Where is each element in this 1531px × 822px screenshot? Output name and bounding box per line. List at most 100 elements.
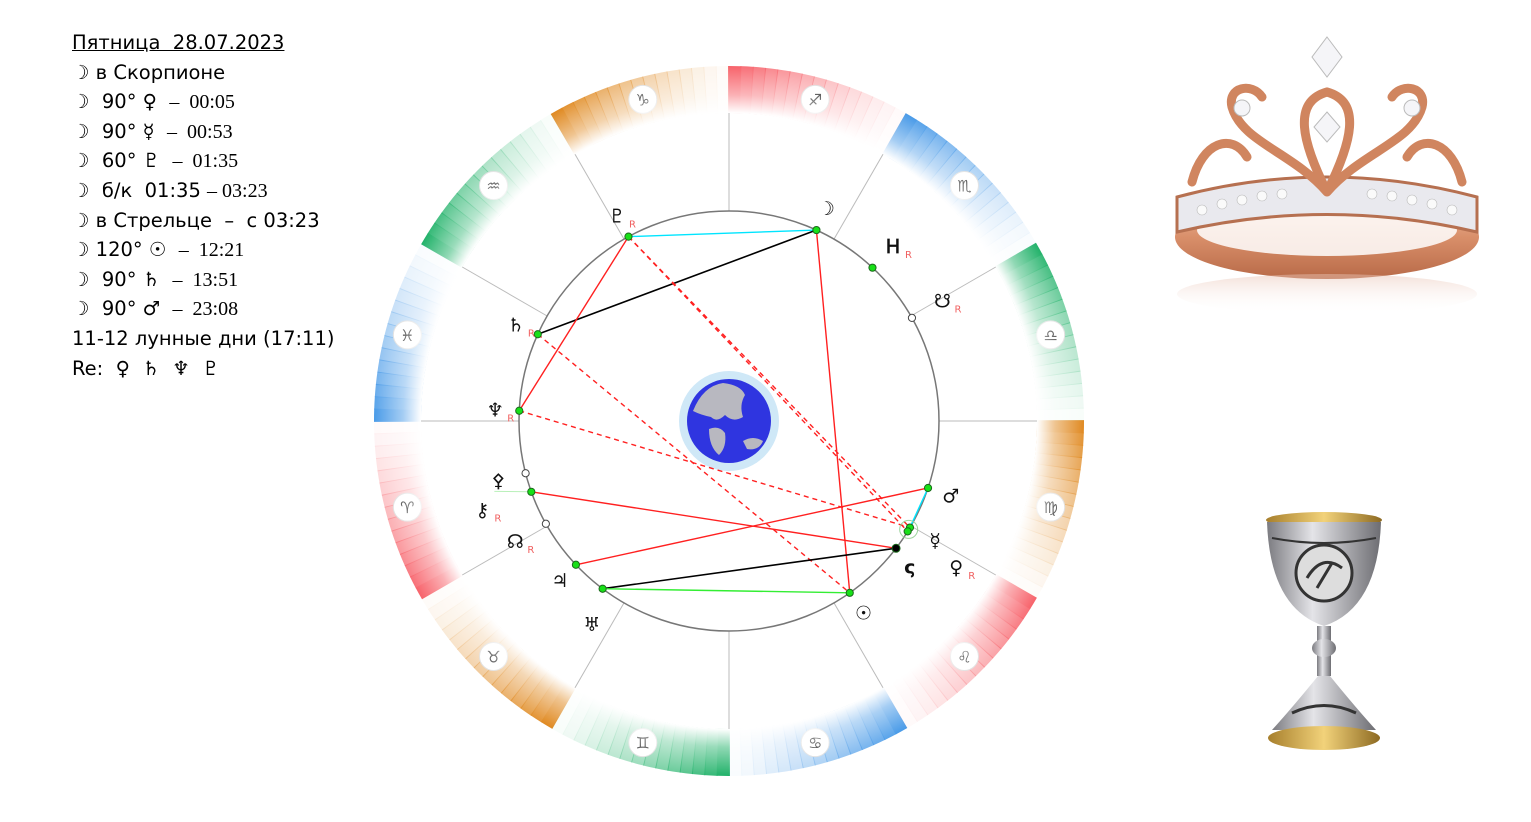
neptune-icon: ♆ bbox=[487, 400, 504, 422]
house-cusp-line bbox=[910, 525, 996, 576]
aspect-line-chiron-black-point bbox=[531, 491, 897, 549]
event-time: – 23:08 bbox=[172, 298, 239, 321]
house-cusp-line bbox=[574, 602, 625, 688]
aspect-line-pluto-mercury bbox=[627, 236, 911, 529]
mars-icon: ♂ bbox=[942, 486, 959, 508]
planet-dot bbox=[923, 483, 933, 493]
retrograde-mark: R bbox=[507, 414, 514, 425]
planet-south-node: ☋ R bbox=[907, 291, 961, 323]
moon-icon: ☽ bbox=[72, 90, 90, 114]
house-cusp-line bbox=[574, 154, 625, 240]
earth-land bbox=[693, 383, 763, 455]
planet-venus: ♀ R bbox=[903, 527, 975, 582]
aspect-line-uranus-sun bbox=[602, 588, 850, 594]
event-time: – 12:21 bbox=[178, 239, 245, 262]
event-time: – 00:05 bbox=[169, 91, 235, 114]
planet-dot bbox=[598, 584, 607, 593]
event-text: 90° ☿ bbox=[89, 119, 168, 143]
proserpina-icon: ⚴ bbox=[492, 470, 506, 492]
event-text: 60° ♇ bbox=[89, 149, 173, 173]
planet-dot bbox=[845, 588, 854, 597]
retrograde-mark: R bbox=[905, 250, 912, 261]
date-header: Пятница 28.07.2023 bbox=[72, 31, 285, 54]
moon-event-line: ☽ б/к 01:35 – 03:23 bbox=[72, 176, 334, 206]
planet-dot bbox=[812, 225, 821, 235]
aspect-line-moon-sun bbox=[815, 229, 851, 593]
house-cusp-line bbox=[833, 602, 884, 688]
moon-event-line: ☽ 120° ☉ – 12:21 bbox=[72, 235, 334, 265]
moon-icon: ☽ bbox=[72, 208, 90, 232]
moon-icon: ☽ bbox=[72, 297, 90, 321]
moon-icon: ☽ bbox=[72, 178, 90, 202]
moon-events-list: ☽ в Скорпионе ☽ 90° ♀ – 00:05 ☽ 90° ☿ – 00… bbox=[72, 58, 334, 324]
moon-icon: ☽ bbox=[72, 149, 90, 173]
planet-pluto: ♇ R bbox=[608, 206, 636, 241]
event-time: – 00:53 bbox=[167, 120, 233, 143]
pluto-icon: ♇ bbox=[608, 206, 625, 228]
lunar-days: 11-12 лунные дни (17:11) bbox=[72, 326, 335, 350]
moon-event-line: ☽ 90° ♂ – 23:08 bbox=[72, 294, 334, 324]
north-node-icon: ☊ bbox=[507, 531, 524, 553]
moon-icon: ☽ bbox=[72, 60, 90, 84]
moon-icon: ☽ bbox=[818, 198, 835, 220]
mercury-icon: ☿ bbox=[929, 530, 941, 552]
event-text: б/к 01:35 bbox=[89, 178, 208, 202]
planet-dot bbox=[891, 543, 901, 553]
aspect-line-moon-saturn bbox=[537, 229, 817, 335]
retrograde-mark: R bbox=[527, 545, 534, 556]
event-text: 90° ♀ bbox=[89, 90, 170, 114]
planet-moon: ☽ bbox=[812, 198, 835, 235]
event-time: – 01:35 bbox=[172, 150, 239, 173]
house-cusp-line bbox=[462, 266, 548, 317]
moon-icon: ☽ bbox=[72, 238, 90, 262]
moon-icon: ☽ bbox=[72, 119, 90, 143]
event-text: в Стрельце – с 03:23 bbox=[89, 208, 320, 232]
planet-black-point: ς bbox=[891, 543, 915, 578]
aspect-line-neptune-mercury bbox=[519, 410, 911, 529]
aspect-line-jupiter-mars bbox=[575, 487, 929, 566]
planet-dot bbox=[527, 487, 536, 496]
moon-event-line: ☽ 90° ☿ – 00:53 bbox=[72, 117, 334, 147]
house-cusp-line bbox=[462, 525, 548, 576]
planet-dot bbox=[624, 232, 633, 241]
south-node-icon: ☋ bbox=[934, 291, 951, 313]
planet-mars: ♂ bbox=[923, 483, 959, 508]
house-cusp-line bbox=[833, 154, 884, 240]
planet-proserpina: ⚴ bbox=[492, 469, 530, 492]
earth-icon bbox=[679, 371, 779, 471]
planet-north-node: ☊ R bbox=[507, 519, 550, 556]
moon-event-line: ☽ 90° ♀ – 00:05 bbox=[72, 87, 334, 117]
retrograde-list: Re: ♀ ♄ ♆ ♇ bbox=[72, 356, 220, 380]
house-cusp-line bbox=[910, 266, 996, 317]
uranus-icon: ♅ bbox=[583, 614, 600, 636]
retrograde-mark: R bbox=[629, 220, 636, 231]
event-text: 120° ☉ bbox=[89, 238, 179, 262]
aspect-line-pluto-moon bbox=[628, 229, 817, 238]
moon-event-line: ☽ 90° ♄ – 13:51 bbox=[72, 265, 334, 295]
chiron-icon: ⚷ bbox=[475, 499, 489, 521]
planet-dot bbox=[907, 313, 917, 323]
sun-icon: ☉ bbox=[855, 602, 872, 624]
event-text: 90° ♄ bbox=[89, 267, 173, 291]
h-point-icon: Ꮋ bbox=[887, 236, 900, 258]
event-time: – 13:51 bbox=[172, 268, 239, 291]
crown-ring-image bbox=[1175, 36, 1479, 314]
inner-circle bbox=[518, 210, 940, 632]
moon-event-line: ☽ в Стрельце – с 03:23 bbox=[72, 206, 334, 236]
event-text: в Скорпионе bbox=[89, 60, 226, 84]
retrograde-mark: R bbox=[968, 571, 975, 582]
planet-dot bbox=[521, 469, 530, 478]
event-time: – 03:23 bbox=[207, 179, 268, 202]
retrograde-mark: R bbox=[954, 305, 961, 316]
saturn-icon: ♄ bbox=[507, 314, 524, 336]
planet-chiron: ⚷ R bbox=[475, 487, 536, 524]
venus-icon: ♀ bbox=[949, 557, 963, 579]
retrograde-mark: R bbox=[494, 513, 501, 524]
planet-saturn: ♄ R bbox=[507, 314, 542, 339]
aspect-line-pluto-venus bbox=[627, 236, 909, 532]
planet-dot bbox=[515, 406, 524, 415]
planet-neptune: ♆ R bbox=[487, 400, 524, 425]
chalice-image bbox=[1266, 512, 1382, 750]
daily-info-panel: Пятница 28.07.2023 ☽ в Скорпионе ☽ 90° ♀ … bbox=[72, 28, 334, 383]
